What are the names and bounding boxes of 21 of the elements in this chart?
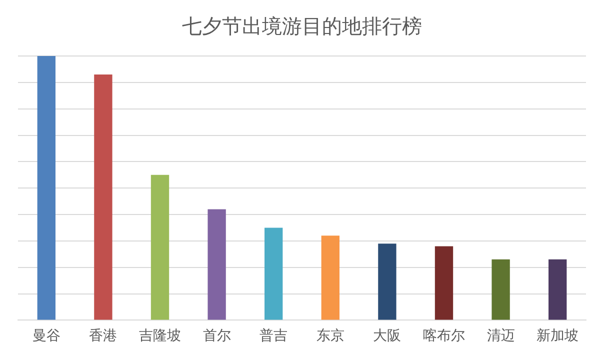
bar bbox=[492, 259, 510, 320]
bar bbox=[548, 259, 567, 320]
bar bbox=[264, 228, 283, 320]
x-tick-label: 普吉 bbox=[260, 327, 288, 344]
chart-title: 七夕节出境游目的地排行榜 bbox=[182, 14, 422, 38]
x-tick-label: 香港 bbox=[89, 328, 118, 344]
x-tick-label: 吉隆坡 bbox=[139, 328, 181, 344]
x-tick-label: 首尔 bbox=[202, 328, 231, 344]
x-tick-label: 大阪 bbox=[373, 328, 402, 344]
x-tick-label: 喀布尔 bbox=[423, 328, 465, 344]
bar bbox=[37, 56, 56, 320]
bar bbox=[434, 246, 454, 320]
x-tick-label: 清迈 bbox=[486, 328, 515, 344]
bar bbox=[94, 74, 112, 320]
bar bbox=[150, 174, 170, 320]
x-tick-label: 东京 bbox=[316, 328, 344, 344]
bar bbox=[378, 244, 396, 320]
x-tick-label: 曼谷 bbox=[32, 328, 60, 344]
bar bbox=[208, 209, 226, 320]
bar bbox=[321, 236, 340, 320]
x-tick-label: 新加坡 bbox=[536, 328, 579, 344]
